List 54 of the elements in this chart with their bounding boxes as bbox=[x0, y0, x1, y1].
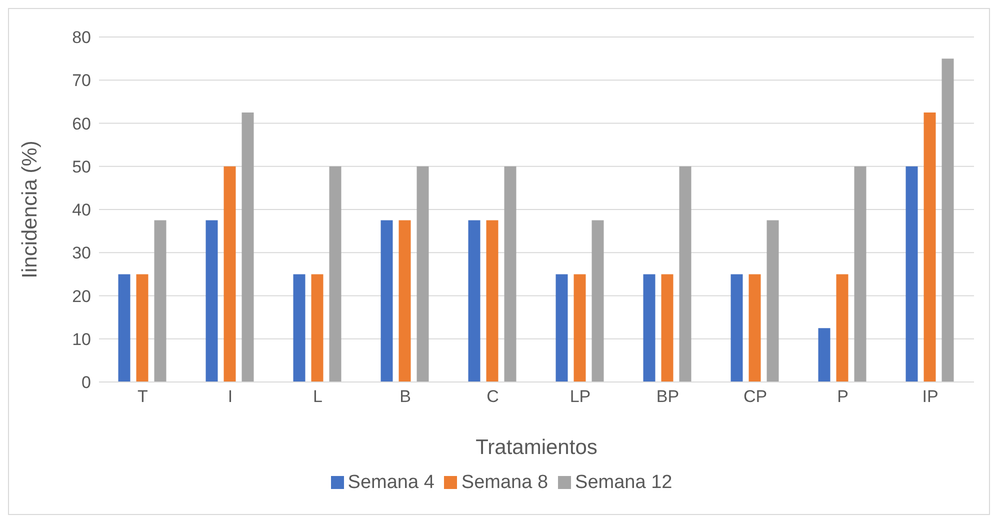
bar bbox=[468, 220, 480, 382]
y-tick-label: 10 bbox=[72, 330, 91, 349]
bar bbox=[906, 166, 918, 382]
bar bbox=[854, 166, 866, 382]
x-tick-label: T bbox=[138, 387, 148, 406]
x-axis-title: Tratamientos bbox=[476, 436, 598, 459]
x-tick-label: C bbox=[486, 387, 499, 406]
bar bbox=[592, 220, 604, 382]
y-axis-title: Iincidencia (%) bbox=[18, 140, 42, 278]
bar bbox=[643, 274, 656, 382]
bar bbox=[224, 166, 236, 382]
x-tick-label: L bbox=[313, 387, 322, 406]
bar bbox=[818, 328, 830, 382]
bar bbox=[730, 274, 743, 382]
bar bbox=[311, 274, 324, 382]
bar bbox=[118, 274, 130, 382]
y-tick-label: 60 bbox=[72, 114, 91, 134]
y-tick-label: 80 bbox=[72, 28, 91, 48]
bar bbox=[924, 112, 936, 382]
bar bbox=[504, 166, 516, 382]
bar bbox=[836, 274, 848, 382]
bar bbox=[766, 220, 779, 382]
x-tick-label: B bbox=[400, 387, 411, 406]
bar bbox=[293, 274, 306, 382]
y-tick-label: 50 bbox=[72, 157, 91, 176]
bar bbox=[242, 112, 254, 382]
bar bbox=[329, 166, 342, 382]
x-tick-label: BP bbox=[656, 387, 680, 406]
bar bbox=[942, 58, 954, 382]
y-tick-label: 0 bbox=[82, 373, 91, 392]
bar bbox=[486, 220, 498, 382]
x-tick-label: CP bbox=[743, 387, 768, 406]
y-tick-label: 20 bbox=[72, 286, 91, 306]
bar bbox=[416, 166, 429, 382]
legend-label: Semana 8 bbox=[461, 472, 548, 493]
bar bbox=[556, 274, 568, 382]
bar bbox=[679, 166, 692, 382]
x-tick-label: I bbox=[228, 387, 233, 406]
y-tick-label: 70 bbox=[72, 71, 91, 90]
bar bbox=[154, 220, 166, 382]
legend-label: Semana 12 bbox=[575, 472, 672, 493]
bar bbox=[661, 274, 674, 382]
bar bbox=[748, 274, 761, 382]
x-tick-label: IP bbox=[922, 387, 938, 406]
bar bbox=[574, 274, 586, 382]
x-tick-label: LP bbox=[570, 387, 591, 406]
bar bbox=[398, 220, 411, 382]
x-tick-label: P bbox=[837, 387, 848, 406]
bar bbox=[380, 220, 393, 382]
bar bbox=[206, 220, 218, 382]
y-tick-label: 30 bbox=[72, 244, 91, 263]
bar bbox=[136, 274, 148, 382]
legend-label: Semana 4 bbox=[348, 472, 434, 493]
y-tick-label: 40 bbox=[72, 200, 91, 220]
